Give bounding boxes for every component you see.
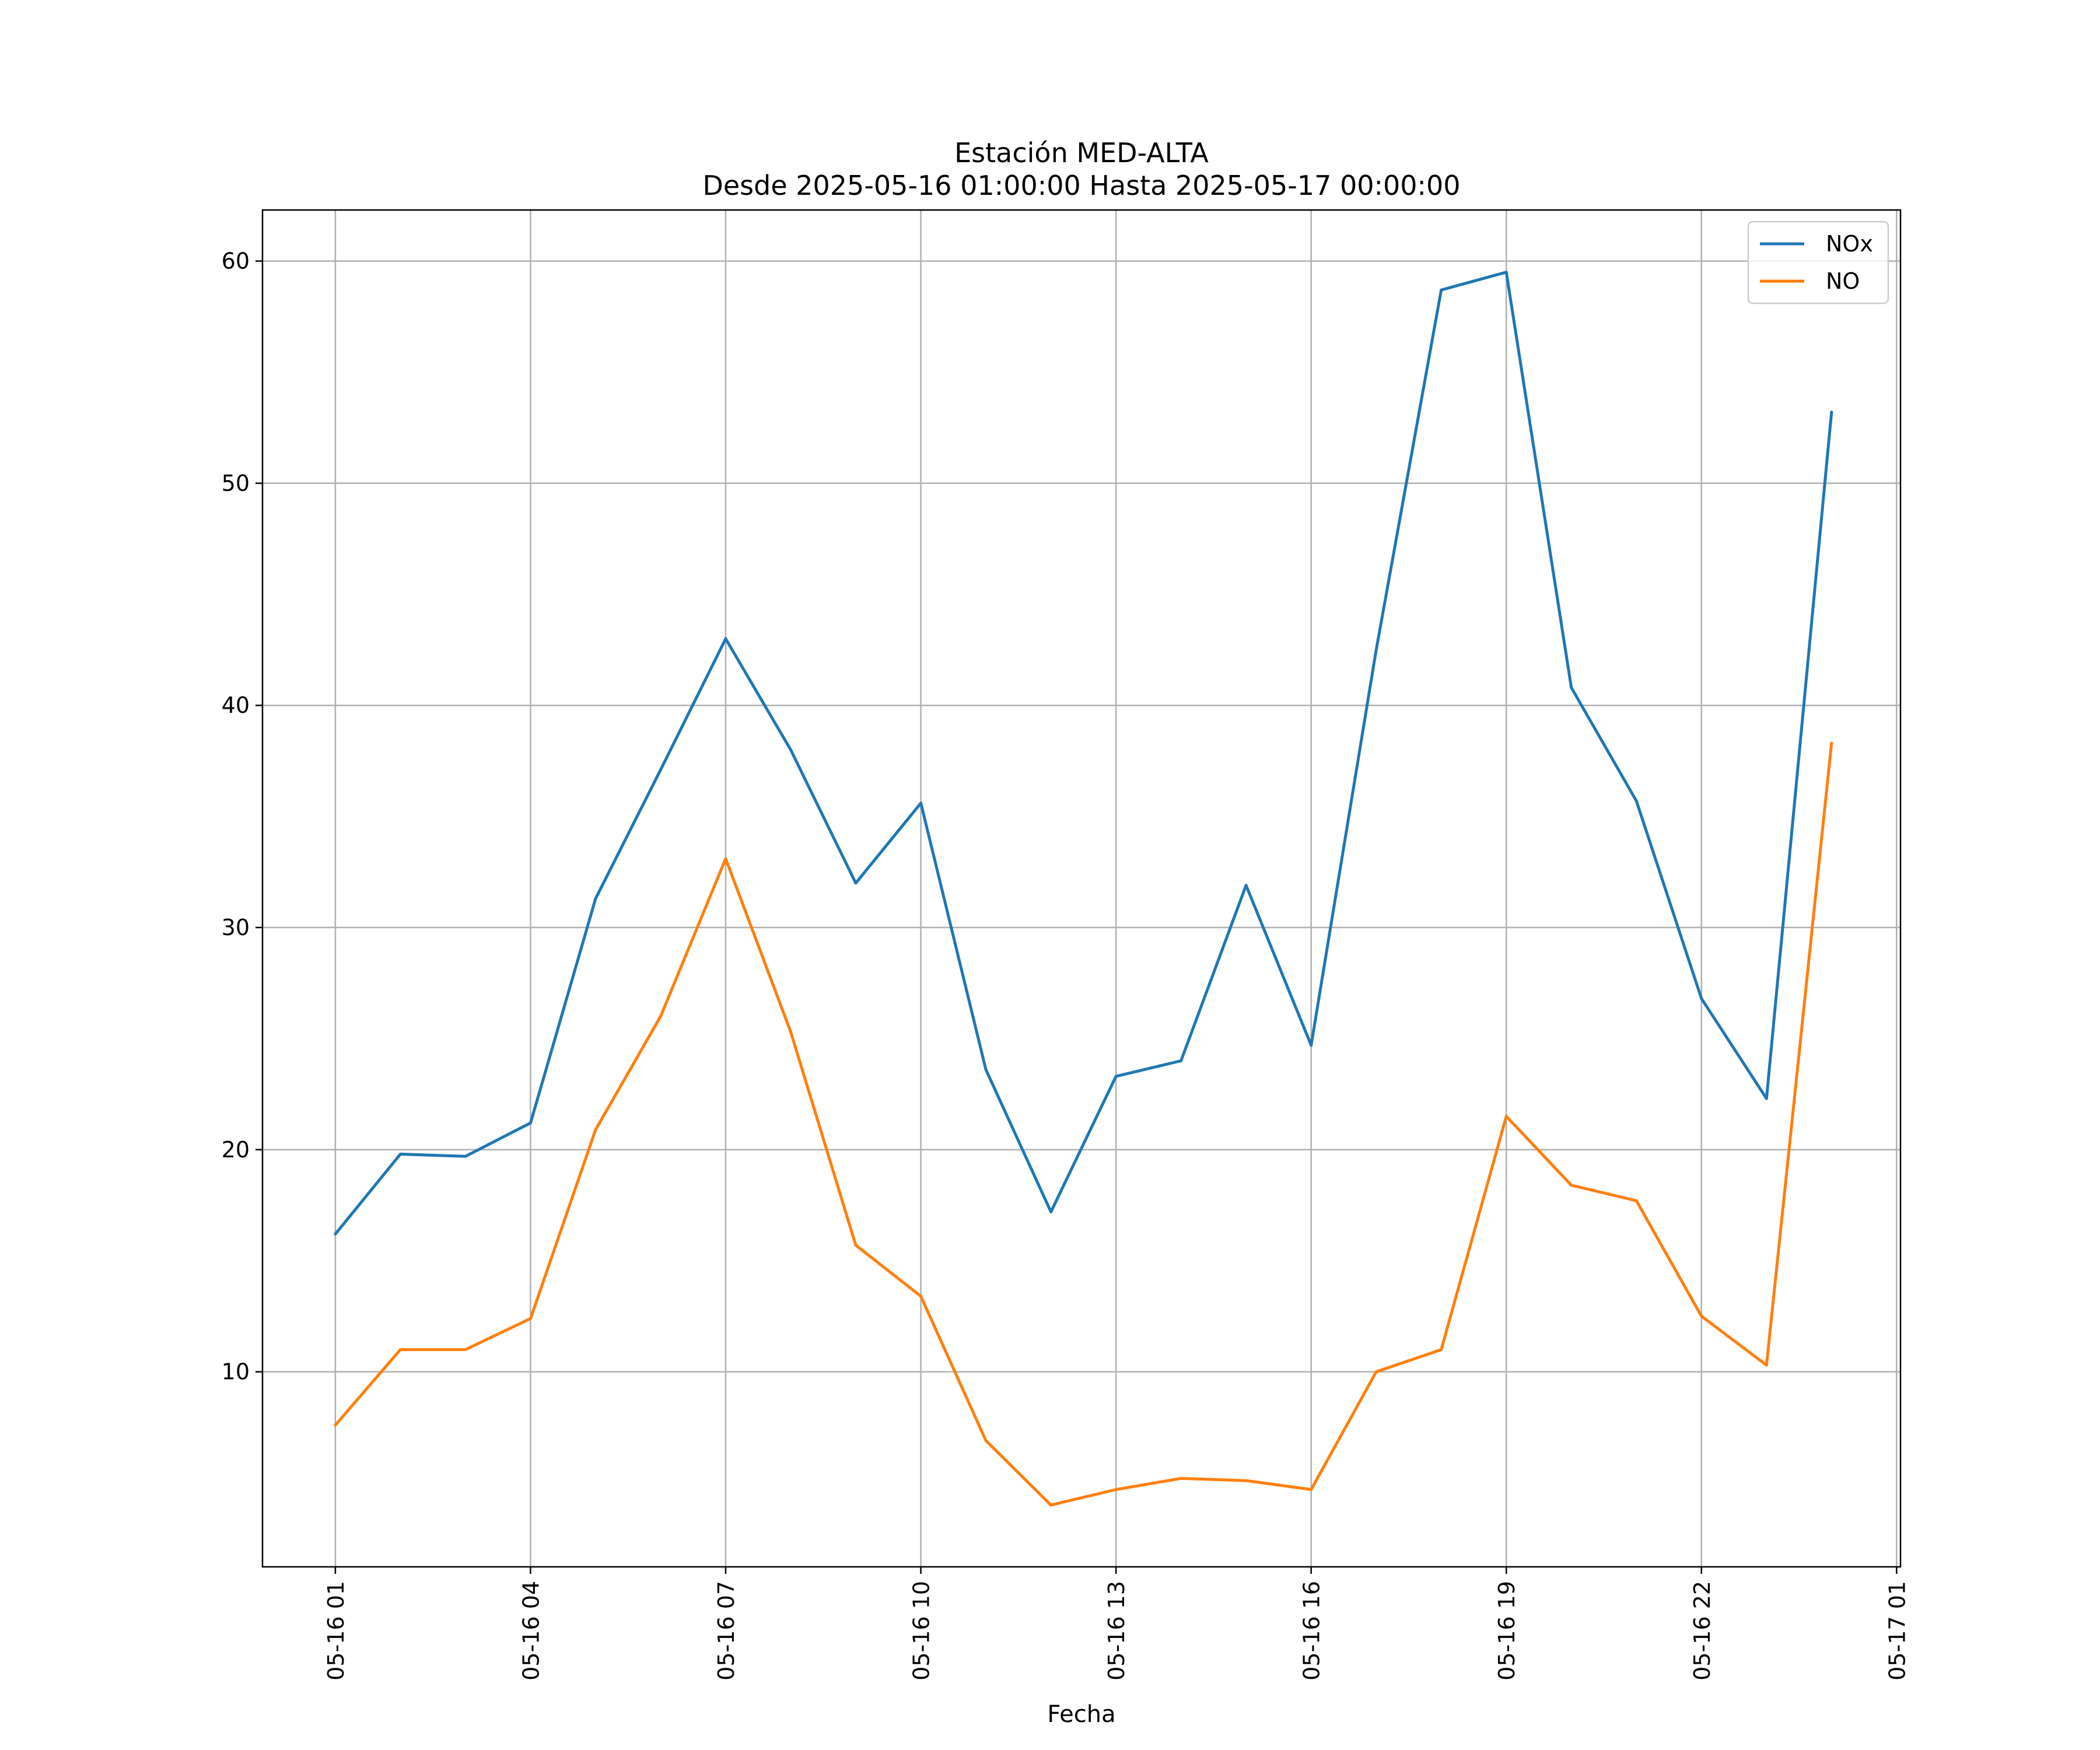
y-tick-label: 30 (222, 915, 250, 940)
data-point-no (1440, 1348, 1443, 1352)
legend: NOx NO (1747, 220, 1889, 304)
data-point-no (789, 1030, 792, 1034)
data-point-nox (789, 748, 792, 751)
x-tick-label: 05-16 16 (1299, 1581, 1325, 1681)
y-tick-label: 60 (222, 249, 250, 274)
y-tick-label: 40 (222, 692, 250, 718)
data-point-nox (1700, 997, 1703, 1000)
data-point-no (398, 1348, 402, 1352)
data-point-nox (854, 881, 858, 885)
data-point-nox (1634, 799, 1638, 803)
data-point-nox (919, 802, 923, 805)
x-tick-label: 05-16 10 (909, 1581, 935, 1681)
data-point-no (1049, 1503, 1053, 1507)
x-tick-label: 05-17 01 (1884, 1581, 1910, 1681)
data-point-nox (594, 897, 597, 900)
data-point-no (529, 1317, 532, 1320)
data-point-nox (1114, 1074, 1118, 1078)
data-point-no (594, 1128, 597, 1132)
data-point-no (1244, 1479, 1248, 1482)
data-point-no (1765, 1363, 1768, 1367)
data-point-nox (1244, 884, 1248, 887)
data-point-no (659, 1014, 662, 1018)
data-point-no (1700, 1314, 1703, 1318)
data-point-no (1634, 1199, 1638, 1202)
y-axis: 10 20 30 40 50 60 (222, 249, 262, 1385)
data-point-no (1180, 1476, 1183, 1480)
x-tick-label: 05-16 22 (1689, 1581, 1715, 1681)
grid (262, 210, 1901, 1567)
y-tick-label: 10 (222, 1359, 250, 1385)
legend-label-nox: NOx (1826, 231, 1873, 257)
data-point-nox (464, 1154, 467, 1158)
data-point-no (1504, 1115, 1508, 1118)
data-point-nox (1374, 648, 1378, 652)
data-point-nox (1049, 1210, 1053, 1213)
chart-title: Estación MED-ALTA (954, 137, 1209, 169)
series-line-no (334, 743, 1833, 1507)
y-tick-label: 50 (222, 470, 250, 496)
data-point-nox (1180, 1059, 1183, 1062)
plot-area-frame (261, 209, 1902, 1568)
data-point-no (1374, 1370, 1378, 1374)
data-point-nox (1440, 288, 1443, 292)
data-point-nox (334, 1233, 337, 1236)
data-point-no (1114, 1488, 1118, 1491)
data-point-nox (724, 637, 727, 640)
data-point-nox (1830, 411, 1833, 414)
data-point-no (919, 1294, 923, 1298)
data-point-nox (398, 1153, 402, 1156)
data-point-nox (1570, 686, 1573, 690)
data-point-no (334, 1423, 337, 1427)
x-tick-label: 05-16 07 (713, 1581, 739, 1681)
x-tick-label: 05-16 01 (323, 1581, 349, 1681)
chart-subtitle: Desde 2025-05-16 01:00:00 Hasta 2025-05-… (702, 170, 1460, 201)
data-point-nox (1504, 271, 1508, 274)
data-point-nox (1765, 1097, 1768, 1100)
data-point-no (1310, 1488, 1313, 1491)
series-line-nox (334, 271, 1833, 1236)
legend-box (1747, 220, 1889, 304)
data-point-no (1570, 1184, 1573, 1187)
data-point-no (724, 857, 727, 860)
data-point-nox (659, 768, 662, 772)
legend-label-no: NO (1826, 268, 1860, 294)
x-axis-label: Fecha (1047, 1701, 1115, 1728)
data-point-nox (529, 1121, 532, 1125)
data-point-no (984, 1439, 988, 1443)
data-point-no (1830, 741, 1833, 745)
y-tick-label: 20 (222, 1137, 250, 1163)
series-lines (334, 271, 1833, 1507)
x-axis: 05-16 01 05-16 04 05-16 07 05-16 10 05-16 13… (323, 1567, 1910, 1681)
x-tick-label: 05-16 13 (1104, 1581, 1129, 1681)
x-tick-label: 05-16 04 (518, 1581, 544, 1681)
x-tick-label: 05-16 19 (1494, 1581, 1520, 1681)
data-point-no (464, 1348, 467, 1352)
data-point-nox (984, 1068, 988, 1072)
data-point-no (854, 1244, 858, 1247)
data-point-nox (1310, 1044, 1313, 1047)
